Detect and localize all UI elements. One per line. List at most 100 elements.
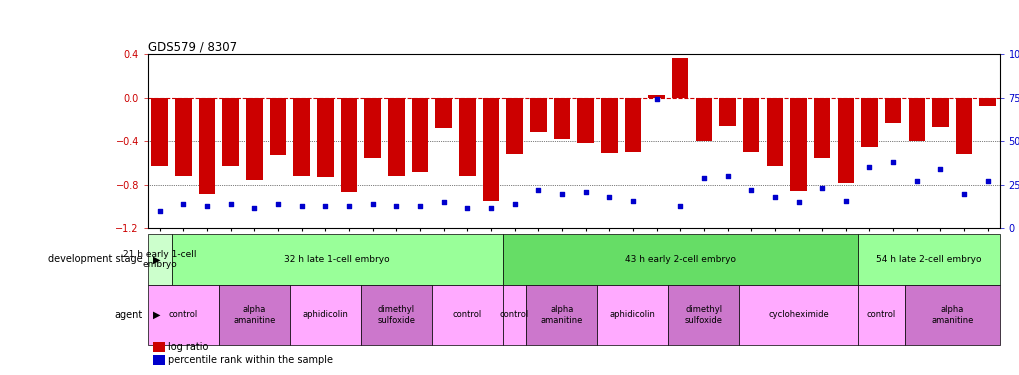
Bar xyxy=(431,285,502,345)
Bar xyxy=(482,98,498,201)
Point xyxy=(577,189,593,195)
Text: 43 h early 2-cell embryo: 43 h early 2-cell embryo xyxy=(624,255,735,264)
Bar xyxy=(624,98,641,152)
Text: control: control xyxy=(866,310,895,320)
Point xyxy=(340,203,357,209)
Text: percentile rank within the sample: percentile rank within the sample xyxy=(168,356,333,365)
Point xyxy=(246,204,262,210)
Bar xyxy=(904,285,999,345)
Bar xyxy=(884,98,901,123)
Point xyxy=(790,199,806,205)
Point xyxy=(813,185,829,191)
Text: alpha
amanitine: alpha amanitine xyxy=(540,305,583,324)
Bar xyxy=(317,98,333,177)
Bar xyxy=(361,285,431,345)
Point xyxy=(600,194,616,200)
Bar xyxy=(526,285,597,345)
Bar xyxy=(269,98,286,155)
Point xyxy=(553,190,570,196)
Point xyxy=(388,203,405,209)
Bar xyxy=(766,98,783,166)
Bar xyxy=(742,98,759,152)
Point xyxy=(412,203,428,209)
Bar xyxy=(739,285,857,345)
Text: 54 h late 2-cell embryo: 54 h late 2-cell embryo xyxy=(875,255,980,264)
Text: log ratio: log ratio xyxy=(168,342,209,352)
Bar xyxy=(667,285,739,345)
Text: ▶: ▶ xyxy=(153,310,160,320)
Point xyxy=(506,201,523,207)
Point xyxy=(718,173,735,179)
Bar xyxy=(813,98,829,158)
Point xyxy=(293,203,310,209)
Bar xyxy=(289,285,361,345)
Text: agent: agent xyxy=(114,310,143,320)
Bar xyxy=(171,234,502,285)
Point xyxy=(908,178,924,184)
Text: cycloheximide: cycloheximide xyxy=(767,310,828,320)
Point xyxy=(978,178,995,184)
Bar xyxy=(530,98,546,132)
Bar xyxy=(175,98,192,176)
Bar xyxy=(148,285,219,345)
Bar xyxy=(672,58,688,98)
Bar xyxy=(364,98,380,158)
Bar xyxy=(931,98,948,127)
Bar xyxy=(718,98,735,126)
Point xyxy=(648,96,664,102)
Point xyxy=(482,204,498,210)
Bar xyxy=(502,234,857,285)
Point xyxy=(459,204,475,210)
Text: ▶: ▶ xyxy=(153,254,160,264)
Text: 21 h early 1-cell
embryо: 21 h early 1-cell embryо xyxy=(123,250,197,269)
Bar xyxy=(151,98,168,166)
Bar xyxy=(222,98,238,166)
Bar xyxy=(502,285,526,345)
Bar xyxy=(695,98,711,141)
Bar xyxy=(148,234,171,285)
Bar xyxy=(600,98,616,153)
Bar xyxy=(908,98,924,141)
Point xyxy=(222,201,238,207)
Text: alpha
amanitine: alpha amanitine xyxy=(233,305,275,324)
Text: dimethyl
sulfoxide: dimethyl sulfoxide xyxy=(377,305,415,324)
Point xyxy=(955,190,971,196)
Bar xyxy=(293,98,310,176)
Point xyxy=(884,159,901,165)
Text: dimethyl
sulfoxide: dimethyl sulfoxide xyxy=(684,305,722,324)
Bar xyxy=(978,98,996,106)
Bar xyxy=(860,98,877,147)
Bar xyxy=(246,98,262,180)
Text: alpha
amanitine: alpha amanitine xyxy=(930,305,972,324)
Bar xyxy=(577,98,593,143)
Text: 32 h late 1-cell embryo: 32 h late 1-cell embryo xyxy=(284,255,389,264)
Point xyxy=(530,187,546,193)
Text: aphidicolin: aphidicolin xyxy=(302,310,347,320)
Bar xyxy=(459,98,475,176)
Text: control: control xyxy=(499,310,529,320)
Point xyxy=(435,199,451,205)
Text: aphidicolin: aphidicolin xyxy=(609,310,655,320)
Point xyxy=(837,198,853,204)
Bar xyxy=(435,98,451,128)
Text: control: control xyxy=(168,310,198,320)
Bar xyxy=(857,285,904,345)
Point xyxy=(742,187,758,193)
Bar xyxy=(387,98,405,176)
Point xyxy=(931,166,948,172)
Point xyxy=(860,164,876,170)
Text: development stage: development stage xyxy=(48,254,143,264)
Bar xyxy=(597,285,667,345)
Point xyxy=(364,201,380,207)
Bar xyxy=(837,98,853,183)
Point xyxy=(672,203,688,209)
Bar xyxy=(412,98,428,172)
Bar xyxy=(219,285,289,345)
Point xyxy=(199,203,215,209)
Point xyxy=(270,201,286,207)
Bar xyxy=(553,98,570,139)
Bar xyxy=(505,98,523,154)
Point xyxy=(624,198,640,204)
Bar xyxy=(790,98,806,191)
Text: control: control xyxy=(452,310,481,320)
